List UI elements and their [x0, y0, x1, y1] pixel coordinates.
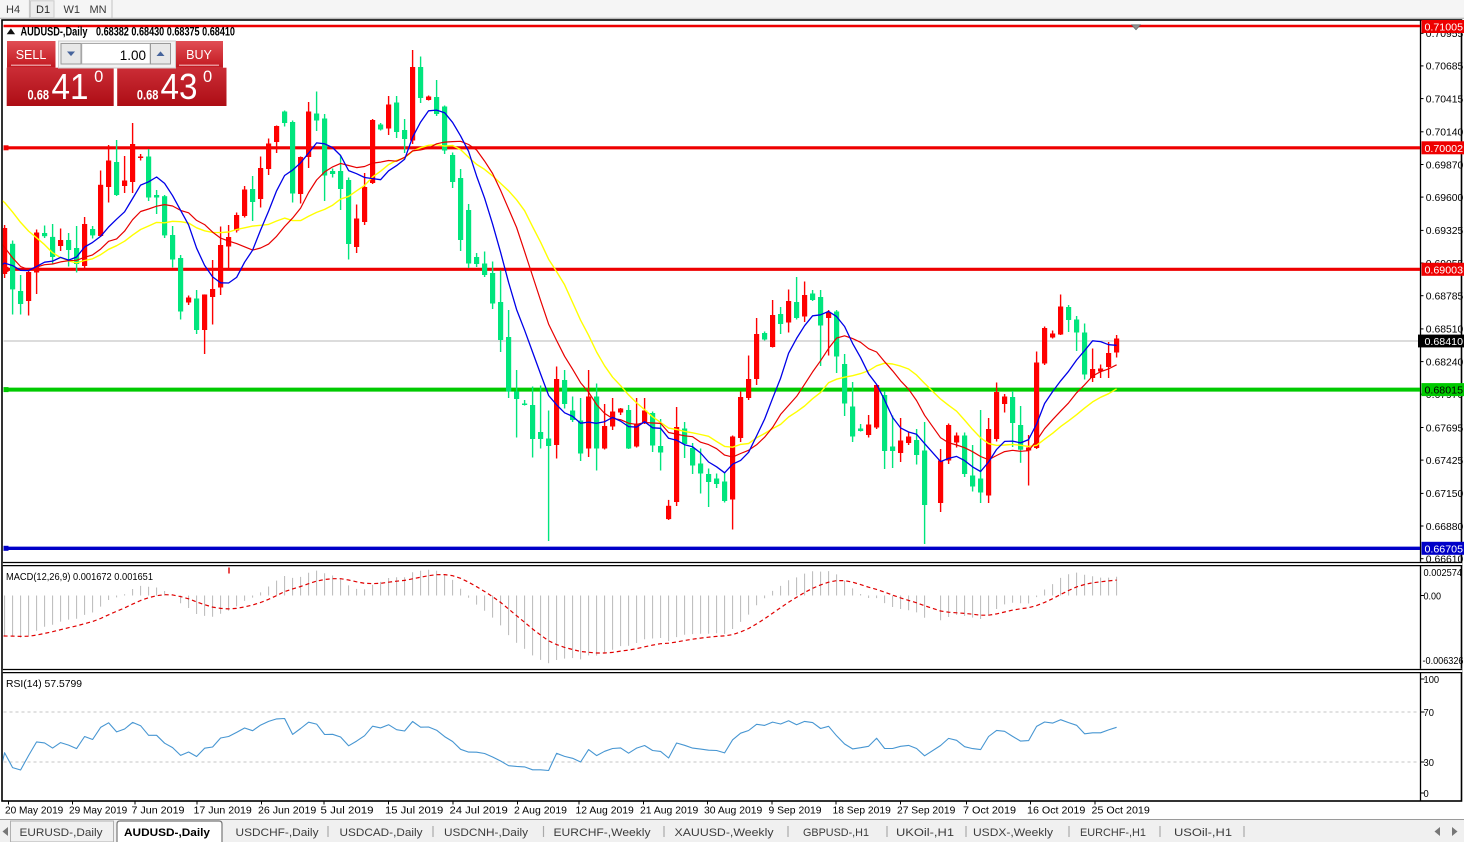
- svg-text:0.67425: 0.67425: [1426, 456, 1464, 467]
- svg-text:9 Sep 2019: 9 Sep 2019: [769, 805, 822, 817]
- svg-text:D1: D1: [36, 4, 50, 16]
- svg-text:0.68: 0.68: [137, 88, 159, 103]
- svg-text:20 May 2019: 20 May 2019: [5, 805, 63, 817]
- svg-text:100: 100: [1424, 675, 1440, 686]
- svg-text:7 Jun 2019: 7 Jun 2019: [132, 805, 185, 817]
- svg-text:0.68382 0.68430 0.68375 0.6841: 0.68382 0.68430 0.68375 0.68410: [96, 27, 235, 39]
- svg-text:BUY: BUY: [186, 48, 212, 62]
- svg-text:43: 43: [161, 66, 198, 107]
- svg-text:0.68785: 0.68785: [1426, 292, 1464, 303]
- svg-text:27 Sep 2019: 27 Sep 2019: [897, 805, 955, 817]
- svg-text:USDCNH-,Daily: USDCNH-,Daily: [444, 827, 529, 839]
- svg-text:EURCHF-,Weekly: EURCHF-,Weekly: [554, 827, 652, 839]
- svg-text:0.69003: 0.69003: [1425, 265, 1464, 276]
- svg-text:0: 0: [94, 68, 103, 86]
- svg-text:EURCHF-,H1: EURCHF-,H1: [1080, 827, 1146, 839]
- svg-text:0.70415: 0.70415: [1426, 94, 1464, 105]
- svg-text:0.68510: 0.68510: [1426, 325, 1464, 336]
- svg-text:0.68015: 0.68015: [1425, 386, 1464, 397]
- svg-text:0.71005: 0.71005: [1425, 23, 1464, 34]
- svg-text:W1: W1: [64, 4, 81, 16]
- svg-text:2 Aug 2019: 2 Aug 2019: [514, 805, 567, 817]
- svg-text:21 Aug 2019: 21 Aug 2019: [640, 805, 698, 817]
- svg-text:UKOil-,H1: UKOil-,H1: [896, 827, 954, 839]
- svg-text:70: 70: [1424, 708, 1435, 719]
- svg-text:EURUSD-,Daily: EURUSD-,Daily: [20, 827, 104, 839]
- svg-text:12 Aug 2019: 12 Aug 2019: [576, 805, 634, 817]
- svg-text:0.70955: 0.70955: [1426, 29, 1464, 40]
- svg-text:0.66880: 0.66880: [1426, 522, 1464, 533]
- svg-text:0.70685: 0.70685: [1426, 62, 1464, 73]
- svg-text:26 Jun 2019: 26 Jun 2019: [258, 805, 316, 817]
- svg-text:AUDUSD-,Daily: AUDUSD-,Daily: [124, 827, 211, 839]
- svg-text:MACD(12,26,9) 0.001672 0.00165: MACD(12,26,9) 0.001672 0.001651: [6, 571, 153, 583]
- svg-text:0.68240: 0.68240: [1426, 357, 1464, 368]
- svg-text:0.68410: 0.68410: [1425, 337, 1464, 348]
- svg-text:0: 0: [203, 68, 212, 86]
- svg-text:GBPUSD-,H1: GBPUSD-,H1: [803, 827, 869, 839]
- svg-text:0.69325: 0.69325: [1426, 226, 1464, 237]
- svg-text:0.69600: 0.69600: [1426, 193, 1464, 204]
- svg-text:0.66610: 0.66610: [1426, 555, 1464, 566]
- svg-text:MN: MN: [90, 4, 107, 16]
- svg-text:41: 41: [52, 66, 89, 107]
- svg-text:-0.006326: -0.006326: [1423, 656, 1464, 667]
- svg-text:0.002574: 0.002574: [1424, 568, 1463, 579]
- svg-text:AUDUSD-,Daily: AUDUSD-,Daily: [21, 27, 88, 39]
- svg-text:16 Oct 2019: 16 Oct 2019: [1027, 805, 1085, 817]
- svg-text:0.70140: 0.70140: [1426, 128, 1464, 139]
- svg-text:0: 0: [1424, 789, 1430, 800]
- svg-text:29 May 2019: 29 May 2019: [69, 805, 127, 817]
- svg-text:0.70002: 0.70002: [1425, 144, 1464, 155]
- svg-text:25 Oct 2019: 25 Oct 2019: [1092, 805, 1150, 817]
- svg-text:H4: H4: [6, 4, 20, 16]
- svg-text:30: 30: [1424, 758, 1435, 769]
- svg-text:1.00: 1.00: [120, 48, 146, 63]
- svg-text:USDCAD-,Daily: USDCAD-,Daily: [340, 827, 424, 839]
- svg-text:0.67150: 0.67150: [1426, 489, 1464, 500]
- svg-text:SELL: SELL: [16, 48, 47, 62]
- svg-text:15 Jul 2019: 15 Jul 2019: [385, 805, 443, 817]
- svg-text:0.00: 0.00: [1424, 591, 1442, 602]
- svg-text:0.66705: 0.66705: [1425, 544, 1464, 555]
- svg-text:0.69870: 0.69870: [1426, 160, 1464, 171]
- svg-text:RSI(14) 57.5799: RSI(14) 57.5799: [6, 678, 82, 690]
- svg-text:17 Jun 2019: 17 Jun 2019: [194, 805, 252, 817]
- svg-text:7 Oct 2019: 7 Oct 2019: [963, 805, 1016, 817]
- svg-text:24 Jul 2019: 24 Jul 2019: [450, 805, 508, 817]
- svg-text:5 Jul 2019: 5 Jul 2019: [321, 805, 374, 817]
- svg-text:USDCHF-,Daily: USDCHF-,Daily: [236, 827, 320, 839]
- svg-text:0.68: 0.68: [28, 88, 50, 103]
- svg-text:0.67695: 0.67695: [1426, 423, 1464, 434]
- svg-text:USDX-,Weekly: USDX-,Weekly: [973, 827, 1054, 839]
- svg-text:USOil-,H1: USOil-,H1: [1174, 827, 1232, 839]
- svg-text:30 Aug 2019: 30 Aug 2019: [704, 805, 762, 817]
- svg-text:XAUUSD-,Weekly: XAUUSD-,Weekly: [675, 827, 775, 839]
- svg-text:18 Sep 2019: 18 Sep 2019: [833, 805, 891, 817]
